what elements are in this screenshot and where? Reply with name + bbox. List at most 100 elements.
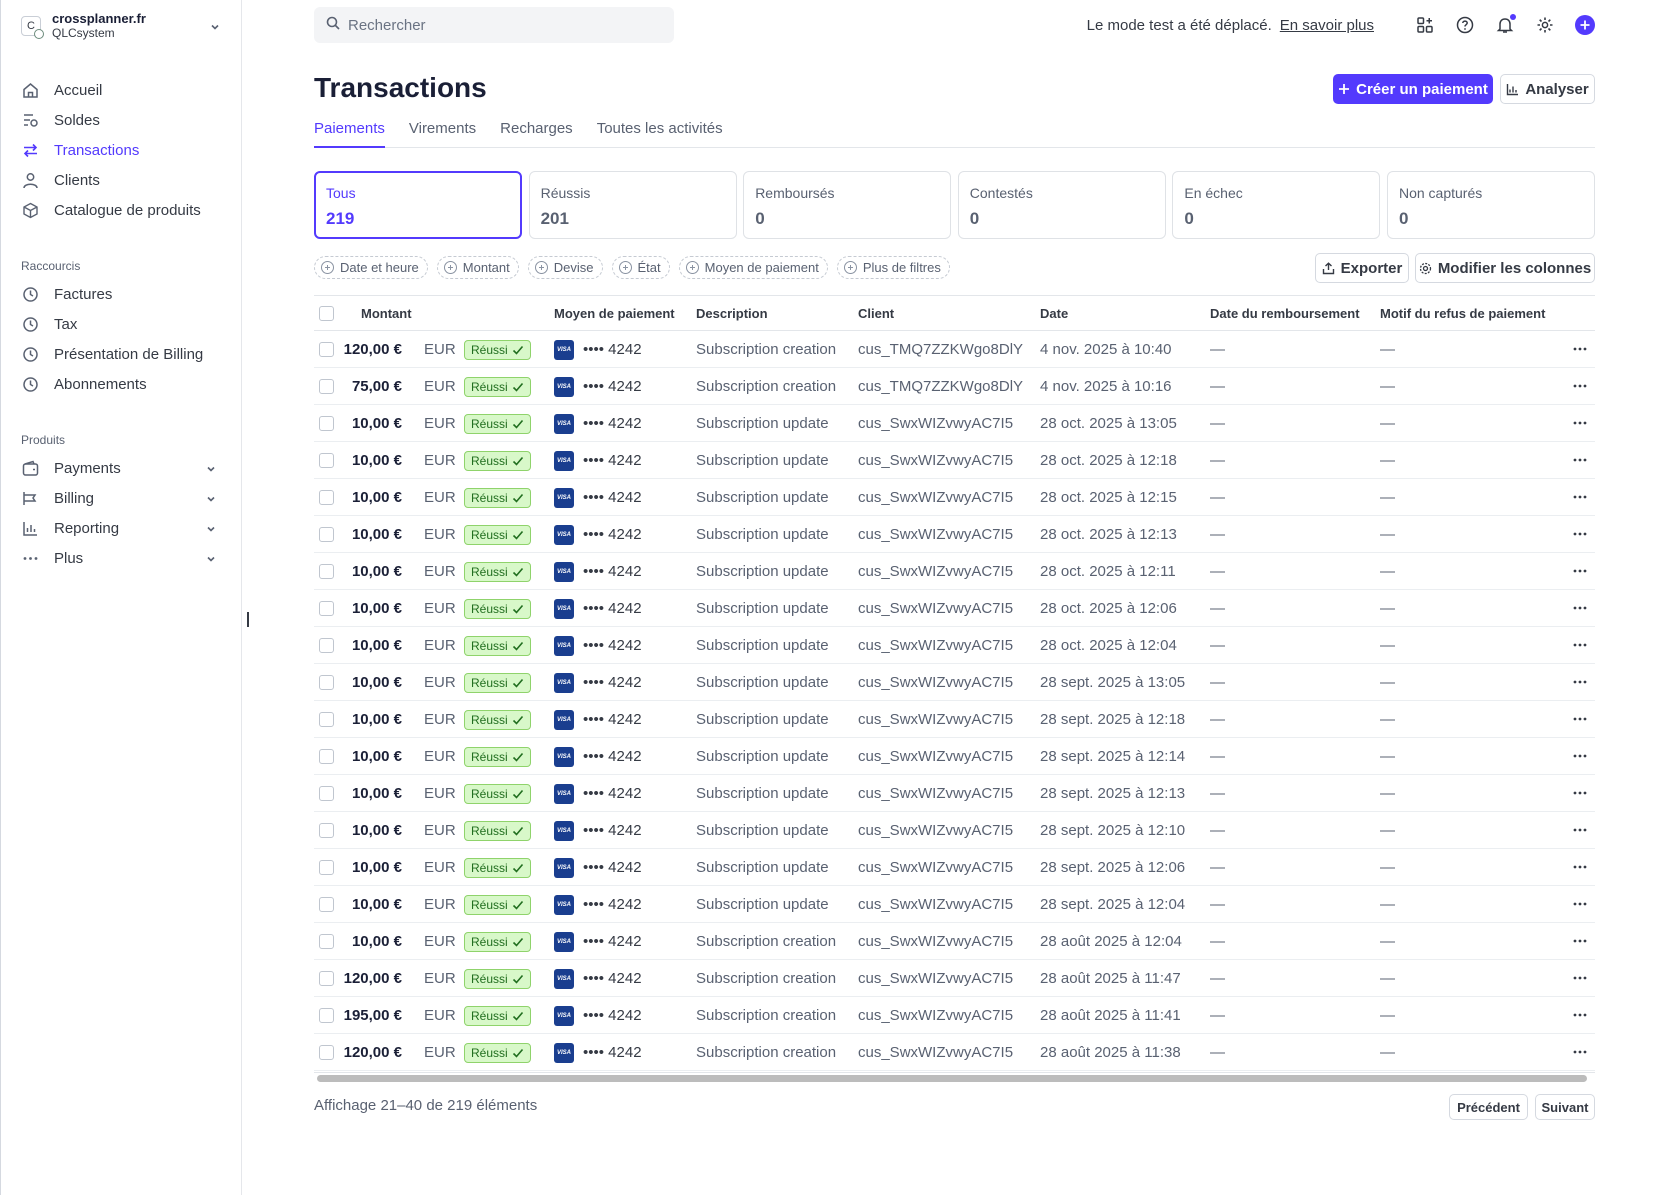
table-row[interactable]: 10,00 € EUR Réussi VISA •••• 4242 Subscriptio… <box>314 479 1595 516</box>
sidebar-item-factures[interactable]: Factures <box>21 279 221 309</box>
more-actions-icon[interactable] <box>1570 672 1590 692</box>
row-checkbox[interactable] <box>319 749 334 764</box>
customer-id[interactable]: cus_SwxWIZvwyAC7I5 <box>858 822 1014 839</box>
customer-id[interactable]: cus_TMQ7ZZKWgo8DlY <box>858 341 1024 358</box>
more-actions-icon[interactable] <box>1570 635 1590 655</box>
more-actions-icon[interactable] <box>1570 1005 1590 1025</box>
card-contestes[interactable]: Contestés 0 <box>957 171 1166 239</box>
account-switcher[interactable]: C crossplanner.fr QLCsystem <box>21 10 221 42</box>
customer-id[interactable]: cus_SwxWIZvwyAC7I5 <box>858 933 1014 950</box>
col-date-remboursement[interactable]: Date du remboursement <box>1210 306 1360 321</box>
row-checkbox[interactable] <box>319 379 334 394</box>
sidebar-item-reporting[interactable]: Reporting <box>21 513 221 543</box>
card-en-echec[interactable]: En échec 0 <box>1172 171 1381 239</box>
table-row[interactable]: 10,00 € EUR Réussi VISA •••• 4242 Subscriptio… <box>314 923 1595 960</box>
table-row[interactable]: 10,00 € EUR Réussi VISA •••• 4242 Subscriptio… <box>314 775 1595 812</box>
customer-id[interactable]: cus_SwxWIZvwyAC7I5 <box>858 637 1014 654</box>
more-actions-icon[interactable] <box>1570 931 1590 951</box>
row-checkbox[interactable] <box>319 564 334 579</box>
next-page-button[interactable]: Suivant <box>1535 1094 1595 1120</box>
col-moyen-paiement[interactable]: Moyen de paiement <box>554 306 675 321</box>
row-checkbox[interactable] <box>319 897 334 912</box>
customer-id[interactable]: cus_SwxWIZvwyAC7I5 <box>858 452 1014 469</box>
sidebar-item-payments[interactable]: Payments <box>21 453 221 483</box>
customer-id[interactable]: cus_SwxWIZvwyAC7I5 <box>858 526 1014 543</box>
sidebar-item-plus[interactable]: Plus <box>21 543 221 573</box>
table-row[interactable]: 10,00 € EUR Réussi VISA •••• 4242 Subscriptio… <box>314 405 1595 442</box>
sidebar-item-billing[interactable]: Billing <box>21 483 221 513</box>
sidebar-item-abonnements[interactable]: Abonnements <box>21 369 221 399</box>
customer-id[interactable]: cus_SwxWIZvwyAC7I5 <box>858 415 1014 432</box>
customer-id[interactable]: cus_SwxWIZvwyAC7I5 <box>858 859 1014 876</box>
row-checkbox[interactable] <box>319 638 334 653</box>
row-checkbox[interactable] <box>319 675 334 690</box>
table-row[interactable]: 10,00 € EUR Réussi VISA •••• 4242 Subscriptio… <box>314 849 1595 886</box>
customer-id[interactable]: cus_SwxWIZvwyAC7I5 <box>858 1044 1014 1061</box>
table-row[interactable]: 120,00 € EUR Réussi VISA •••• 4242 Subscripti… <box>314 960 1595 997</box>
row-checkbox[interactable] <box>319 712 334 727</box>
row-checkbox[interactable] <box>319 971 334 986</box>
card-reussis[interactable]: Réussis 201 <box>528 171 737 239</box>
row-checkbox[interactable] <box>319 453 334 468</box>
card-non-captures[interactable]: Non capturés 0 <box>1386 171 1595 239</box>
customer-id[interactable]: cus_TMQ7ZZKWgo8DlY <box>858 378 1024 395</box>
row-checkbox[interactable] <box>319 823 334 838</box>
sidebar-item-billing-overview[interactable]: Présentation de Billing <box>21 339 221 369</box>
filter-moyen-paiement[interactable]: Moyen de paiement <box>678 256 828 279</box>
filter-etat[interactable]: État <box>611 256 670 279</box>
more-actions-icon[interactable] <box>1570 820 1590 840</box>
card-rembourses[interactable]: Remboursés 0 <box>743 171 952 239</box>
scrollbar-thumb[interactable] <box>317 1075 1587 1082</box>
more-actions-icon[interactable] <box>1570 1042 1590 1062</box>
sidebar-item-catalogue[interactable]: Catalogue de produits <box>21 195 221 225</box>
search-input[interactable] <box>348 16 648 34</box>
more-actions-icon[interactable] <box>1570 413 1590 433</box>
row-checkbox[interactable] <box>319 527 334 542</box>
row-checkbox[interactable] <box>319 860 334 875</box>
previous-page-button[interactable]: Précédent <box>1449 1094 1528 1120</box>
customer-id[interactable]: cus_SwxWIZvwyAC7I5 <box>858 896 1014 913</box>
apps-icon[interactable] <box>1414 14 1436 36</box>
row-checkbox[interactable] <box>319 601 334 616</box>
customer-id[interactable]: cus_SwxWIZvwyAC7I5 <box>858 711 1014 728</box>
card-tous[interactable]: Tous 219 <box>314 171 522 239</box>
more-actions-icon[interactable] <box>1570 376 1590 396</box>
export-button[interactable]: Exporter <box>1315 253 1409 283</box>
learn-more-link[interactable]: En savoir plus <box>1279 16 1374 34</box>
more-actions-icon[interactable] <box>1570 450 1590 470</box>
tab-recharges[interactable]: Recharges <box>500 120 573 137</box>
more-actions-icon[interactable] <box>1570 857 1590 877</box>
customer-id[interactable]: cus_SwxWIZvwyAC7I5 <box>858 600 1014 617</box>
filter-plus[interactable]: Plus de filtres <box>836 256 950 279</box>
table-row[interactable]: 10,00 € EUR Réussi VISA •••• 4242 Subscriptio… <box>314 886 1595 923</box>
table-row[interactable]: 10,00 € EUR Réussi VISA •••• 4242 Subscriptio… <box>314 627 1595 664</box>
more-actions-icon[interactable] <box>1570 783 1590 803</box>
filter-montant[interactable]: Montant <box>436 256 519 279</box>
tab-paiements[interactable]: Paiements <box>314 116 385 148</box>
sidebar-item-transactions[interactable]: Transactions <box>21 135 221 165</box>
row-checkbox[interactable] <box>319 934 334 949</box>
add-circle-icon[interactable] <box>1574 14 1596 36</box>
table-row[interactable]: 10,00 € EUR Réussi VISA •••• 4242 Subscriptio… <box>314 701 1595 738</box>
more-actions-icon[interactable] <box>1570 487 1590 507</box>
bell-icon[interactable] <box>1494 14 1516 36</box>
sidebar-item-tax[interactable]: Tax <box>21 309 221 339</box>
more-actions-icon[interactable] <box>1570 524 1590 544</box>
customer-id[interactable]: cus_SwxWIZvwyAC7I5 <box>858 970 1014 987</box>
edit-columns-button[interactable]: Modifier les colonnes <box>1415 253 1595 283</box>
filter-devise[interactable]: Devise <box>527 256 603 279</box>
table-row[interactable]: 10,00 € EUR Réussi VISA •••• 4242 Subscriptio… <box>314 553 1595 590</box>
help-icon[interactable] <box>1454 14 1476 36</box>
col-client[interactable]: Client <box>858 306 895 321</box>
sidebar-item-soldes[interactable]: Soldes <box>21 105 221 135</box>
sidebar-resize-handle[interactable] <box>247 612 249 627</box>
horizontal-scrollbar[interactable] <box>314 1072 1595 1082</box>
filter-date[interactable]: Date et heure <box>314 256 428 279</box>
more-actions-icon[interactable] <box>1570 968 1590 988</box>
more-actions-icon[interactable] <box>1570 561 1590 581</box>
table-row[interactable]: 120,00 € EUR Réussi VISA •••• 4242 Subscripti… <box>314 1034 1595 1071</box>
sidebar-item-clients[interactable]: Clients <box>21 165 221 195</box>
row-checkbox[interactable] <box>319 416 334 431</box>
select-all-checkbox[interactable] <box>319 306 334 321</box>
customer-id[interactable]: cus_SwxWIZvwyAC7I5 <box>858 674 1014 691</box>
